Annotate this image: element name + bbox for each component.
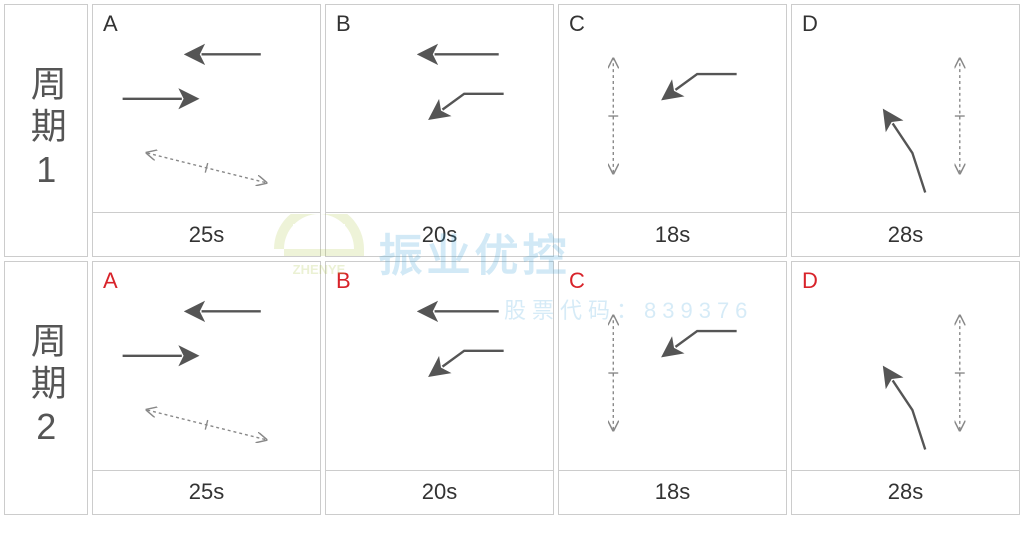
phase-time: 25s xyxy=(93,212,320,256)
phase-arrows xyxy=(559,5,786,212)
phase-letter: C xyxy=(569,11,585,37)
phase-arrows xyxy=(93,262,320,469)
row-label-2: 周期2 xyxy=(4,261,88,514)
phase-arrows xyxy=(326,5,553,212)
row-label-1: 周期1 xyxy=(4,4,88,257)
phase-cell-C: C 18s xyxy=(558,261,787,514)
phase-arrows xyxy=(792,5,1019,212)
phase-time: 18s xyxy=(559,470,786,514)
phase-cell-B: B 20s xyxy=(325,261,554,514)
phase-time: 20s xyxy=(326,470,553,514)
phase-letter: D xyxy=(802,268,818,294)
phase-cell-C: C 18s xyxy=(558,4,787,257)
phase-letter: D xyxy=(802,11,818,37)
phase-arrows xyxy=(93,5,320,212)
phase-cell-A: A 25s xyxy=(92,4,321,257)
phase-letter: B xyxy=(336,268,351,294)
phase-letter: C xyxy=(569,268,585,294)
phase-grid: 周期1A 25sB 20sC xyxy=(4,4,1020,515)
phase-time: 18s xyxy=(559,212,786,256)
phase-cell-B: B 20s xyxy=(325,4,554,257)
phase-cell-D: D 28s xyxy=(791,4,1020,257)
phase-time: 28s xyxy=(792,470,1019,514)
phase-time: 20s xyxy=(326,212,553,256)
phase-arrows xyxy=(326,262,553,469)
phase-cell-D: D 28s xyxy=(791,261,1020,514)
phase-letter: A xyxy=(103,11,118,37)
phase-arrows xyxy=(559,262,786,469)
phase-cell-A: A 25s xyxy=(92,261,321,514)
phase-time: 25s xyxy=(93,470,320,514)
phase-time: 28s xyxy=(792,212,1019,256)
phase-letter: B xyxy=(336,11,351,37)
phase-letter: A xyxy=(103,268,118,294)
phase-arrows xyxy=(792,262,1019,469)
